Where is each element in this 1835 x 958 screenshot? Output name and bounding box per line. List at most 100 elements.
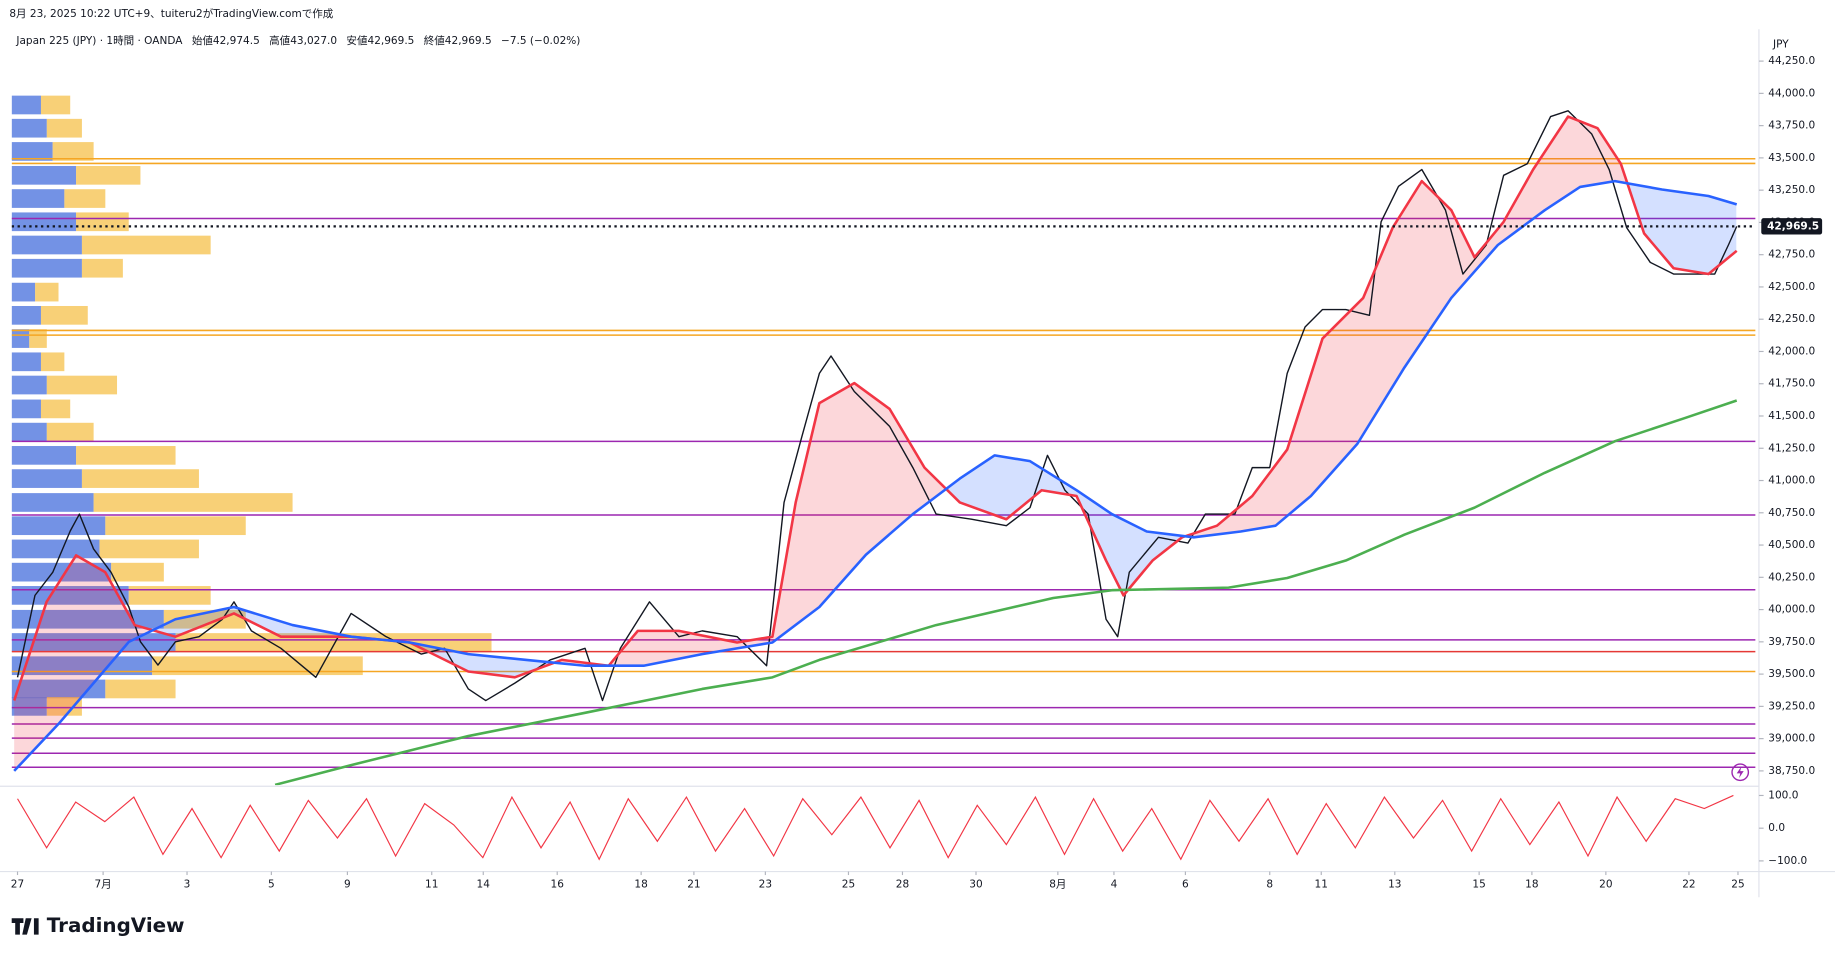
profile-sell [128, 586, 211, 605]
y-tick-label: 40,750.0 [1768, 507, 1815, 519]
ma-fill [14, 555, 154, 771]
y-tick-label: 43,250.0 [1768, 184, 1815, 196]
ohlc-value: 43,027.0 [290, 35, 337, 47]
profile-buy [11, 212, 77, 232]
profile-buy [11, 679, 106, 699]
x-tick-label: 5 [268, 878, 275, 890]
profile-buy [11, 446, 77, 465]
y-tick-label: 41,750.0 [1768, 378, 1815, 390]
ma-fill [946, 455, 1186, 596]
x-tick-label: 22 [1682, 878, 1695, 890]
profile-sell [40, 399, 71, 419]
logo-mark [11, 918, 39, 935]
y-tick-label: 42,750.0 [1768, 249, 1815, 261]
symbol: Japan 225 (JPY) · 1時間 · OANDA [15, 35, 183, 47]
profile-buy [11, 539, 100, 559]
y-tick-label: 43,500.0 [1768, 152, 1815, 164]
ohlc-value: 42,969.5 [368, 35, 415, 47]
logo-text: TradingView [47, 914, 185, 937]
profile-buy [11, 399, 41, 419]
profile-buy [11, 422, 47, 442]
profile-sell [99, 539, 199, 559]
profile-sell [76, 446, 176, 465]
alert-icon[interactable] [1731, 763, 1750, 782]
y-tick-label: 42,500.0 [1768, 281, 1815, 293]
x-tick-label: 11 [425, 878, 438, 890]
symbol-info: Japan 225 (JPY) · 1時間 · OANDA 始値42,974.5 高… [15, 34, 580, 47]
profile-sell [76, 165, 141, 185]
y-tick-label: 39,750.0 [1768, 636, 1815, 648]
profile-buy [11, 118, 47, 138]
profile-sell [29, 329, 47, 348]
y-tick-label: 41,000.0 [1768, 475, 1815, 487]
profile-sell [93, 493, 293, 512]
profile-buy [11, 235, 82, 255]
oscillator-pane [17, 794, 1734, 861]
x-tick-label: 9 [344, 878, 351, 890]
osc-tick-label: 100.0 [1768, 789, 1798, 801]
y-tick-label: 42,250.0 [1768, 313, 1815, 325]
ma-fill [1628, 183, 1737, 274]
profile-sell [40, 305, 88, 325]
profile-buy [11, 469, 82, 488]
profile-buy [11, 493, 94, 512]
x-tick-label: 18 [634, 878, 647, 890]
ohlc-value: 42,974.5 [213, 35, 260, 47]
profile-sell [40, 95, 71, 115]
x-tick-label: 15 [1472, 878, 1485, 890]
profile-buy [11, 189, 65, 208]
y-tick-label: 39,500.0 [1768, 668, 1815, 680]
profile-sell [81, 235, 211, 255]
x-tick-label: 13 [1388, 878, 1401, 890]
x-tick-label: 28 [896, 878, 909, 890]
y-tick-label: 40,500.0 [1768, 539, 1815, 551]
osc-tick-label: 0.0 [1768, 822, 1785, 834]
oscillator-line [17, 794, 1734, 861]
axes: 38,750.0 39,000.0 39,250.0 39,500.0 39,750.0… [11, 55, 1823, 890]
ma-fill [1185, 116, 1629, 538]
x-tick-label: 30 [969, 878, 982, 890]
x-tick-label: 23 [759, 878, 772, 890]
profile-buy [11, 95, 41, 115]
ma-fill [410, 642, 557, 678]
x-tick-label: 27 [11, 878, 24, 890]
profile-buy [11, 282, 36, 302]
x-tick-label: 16 [551, 878, 565, 890]
profile-buy [11, 352, 41, 372]
profile-sell [111, 562, 164, 582]
profile-buy [11, 375, 47, 395]
profile-buy [11, 142, 53, 161]
price-pane [11, 95, 1756, 786]
profile-sell [76, 212, 129, 232]
ohlc-label: 始値 [192, 34, 214, 47]
alert-icon-bolt [1736, 766, 1744, 779]
created-note: 8月 23, 2025 10:22 UTC+9、tuiteru2がTrading… [9, 7, 333, 20]
profile-buy [11, 165, 77, 185]
profile-sell [175, 633, 492, 652]
y-tick-label: 43,750.0 [1768, 120, 1815, 132]
profile-sell [105, 516, 246, 536]
ohlc-label: 安値 [346, 34, 368, 47]
profile-buy [11, 609, 164, 629]
y-tick-label: 40,250.0 [1768, 571, 1815, 583]
profile-sell [64, 189, 106, 208]
ma-fill [556, 383, 947, 666]
series-line [274, 399, 1738, 786]
profile-buy [11, 697, 47, 716]
ohlc-label: 終値 [424, 34, 446, 47]
profile-buy [11, 329, 30, 348]
last-price-label: 42,969.5 [1767, 220, 1819, 232]
y-tick-label: 42,000.0 [1768, 345, 1815, 357]
profile-buy [11, 516, 106, 536]
x-tick-label: 4 [1111, 878, 1118, 890]
profile-buy [11, 586, 129, 605]
profile-sell [105, 679, 176, 699]
profile-sell [52, 142, 94, 161]
profile-sell [46, 118, 82, 138]
y-tick-label: 41,500.0 [1768, 410, 1815, 422]
x-tick-label: 21 [687, 878, 700, 890]
y-tick-label: 39,000.0 [1768, 733, 1815, 745]
change: −7.5 (−0.02%) [501, 35, 580, 47]
x-tick-label: 3 [184, 878, 191, 890]
